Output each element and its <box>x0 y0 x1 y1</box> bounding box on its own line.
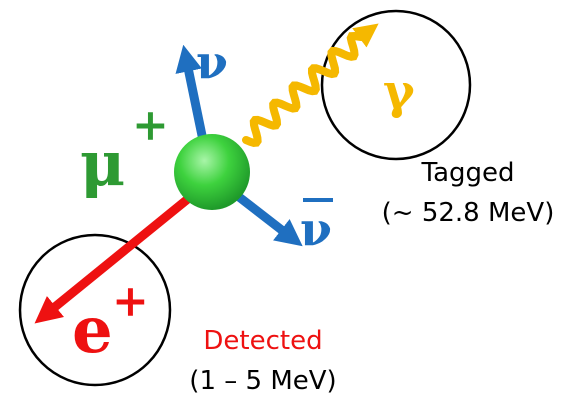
muon-charge: + <box>132 100 169 151</box>
photon-energy: (~ 52.8 MeV) <box>382 198 555 228</box>
positron-symbol: e <box>72 293 113 368</box>
positron-charge: + <box>112 276 149 327</box>
decay-diagram: μ + ν ν γ e + Tagged (~ 52.8 MeV) Detect… <box>0 0 568 404</box>
positron-note: Detected <box>203 326 322 356</box>
muon-symbol: μ <box>80 127 125 200</box>
antineutrino-symbol: ν <box>300 202 332 256</box>
positron-energy: (1 – 5 MeV) <box>189 366 336 396</box>
photon-wave <box>246 31 369 143</box>
photon-symbol: γ <box>383 64 415 120</box>
muon-sphere <box>174 134 250 210</box>
neutrino-symbol: ν <box>196 35 228 89</box>
photon-note: Tagged <box>420 158 514 188</box>
